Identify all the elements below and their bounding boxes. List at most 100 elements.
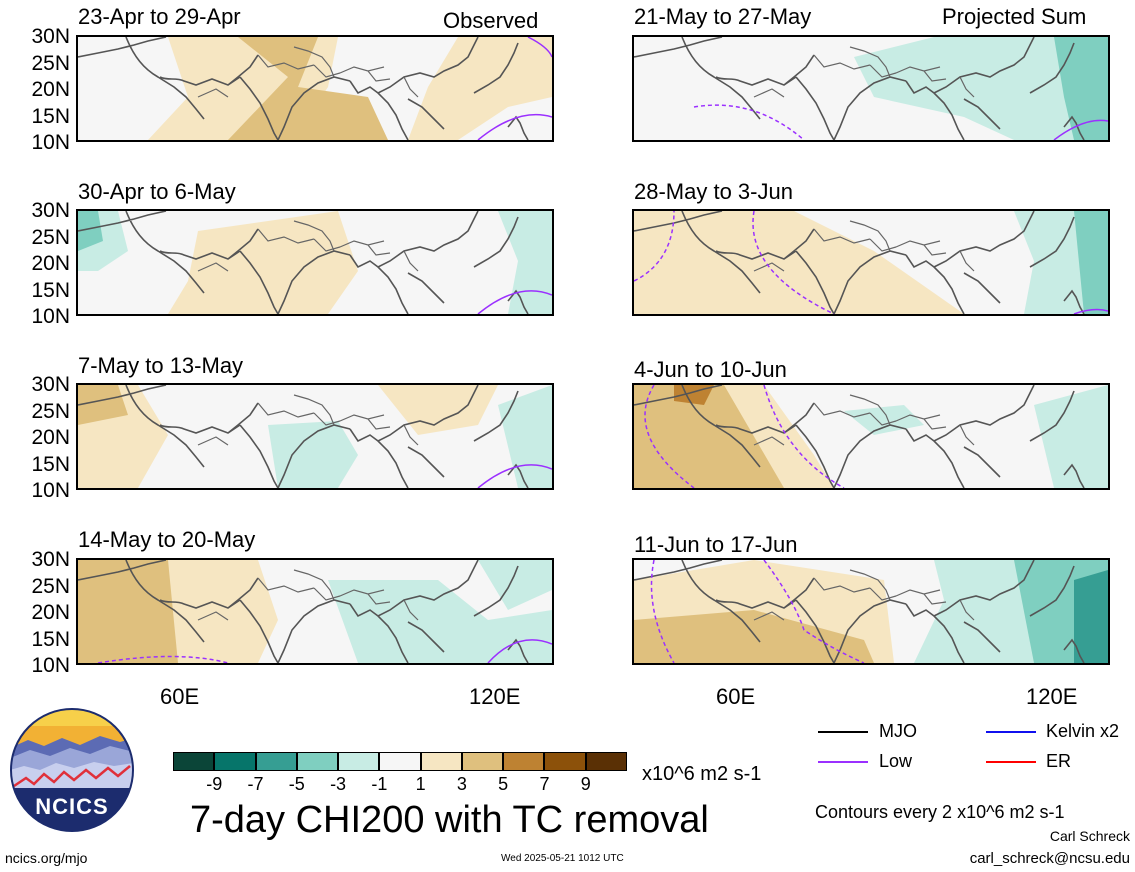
colorbar-swatch — [420, 752, 462, 771]
anomaly-field — [1034, 385, 1108, 488]
low-contour — [97, 655, 229, 663]
mjo-line-swatch — [818, 731, 868, 733]
low-contour — [477, 113, 552, 140]
anomaly-field — [1074, 570, 1108, 663]
low-contour — [650, 560, 675, 663]
contours-note: Contours every 2 x10^6 m2 s-1 — [815, 802, 1065, 822]
lat-label: 20N — [31, 78, 70, 101]
lat-label: 20N — [31, 426, 70, 449]
map-canvas — [634, 560, 1108, 663]
low-contour — [752, 211, 835, 314]
legend-kelvin: Kelvin x2 — [1046, 721, 1120, 741]
coastline — [634, 560, 1085, 663]
anomaly-field — [634, 610, 874, 663]
anomaly-field — [78, 385, 128, 425]
low-contour — [693, 104, 805, 140]
panel-title: 21-May to 27-May — [634, 4, 812, 29]
legend-low: Low — [879, 751, 913, 771]
country-borders — [753, 569, 975, 621]
panel-title: 14-May to 20-May — [78, 527, 256, 552]
panel-title: 28-May to 3-Jun — [634, 179, 793, 204]
lat-label: 15N — [31, 628, 70, 651]
anomaly-field — [78, 211, 103, 251]
colorbar-tick-label: -1 — [371, 774, 388, 794]
colorbar-tick-label: 5 — [498, 774, 509, 794]
low-contour — [1053, 119, 1108, 140]
panel-title: 11-Jun to 17-Jun — [634, 532, 798, 557]
map-canvas — [78, 385, 552, 488]
colorbar-tick-label: -3 — [330, 774, 347, 794]
lon-label: 120E — [1026, 684, 1078, 709]
anomaly-field — [854, 37, 1108, 140]
country-borders — [197, 220, 419, 272]
low-contour — [763, 385, 845, 488]
colorbar-tick-label: 9 — [580, 774, 591, 794]
lat-label: 30N — [31, 25, 70, 48]
ncics-logo[interactable]: NCICS — [10, 708, 134, 832]
anomaly-field — [498, 211, 552, 314]
legend-er: ER — [1046, 751, 1072, 771]
low-contour — [763, 560, 865, 663]
colorbar-tick-label: -7 — [247, 774, 264, 794]
country-borders — [197, 394, 419, 446]
legend-mjo: MJO — [879, 721, 917, 741]
lon-label: 60E — [716, 684, 756, 709]
author-email[interactable]: carl_schreck@ncsu.edu — [969, 850, 1130, 867]
lat-label: 15N — [31, 105, 70, 128]
colorbar-tick-label: 1 — [415, 774, 426, 794]
anomaly-field — [1074, 211, 1108, 314]
map-canvas — [78, 211, 552, 314]
map-canvas — [78, 560, 552, 663]
colorbar — [173, 752, 627, 771]
anomaly-field — [724, 385, 834, 488]
lat-label: 25N — [31, 226, 70, 249]
anomaly-field — [228, 37, 388, 140]
lat-label: 25N — [31, 575, 70, 598]
kelvin-line-swatch — [986, 731, 1036, 733]
anomaly-field — [408, 37, 552, 140]
lat-label: 10N — [31, 654, 70, 677]
map-panel — [632, 383, 1110, 490]
panel-title: 4-Jun to 10-Jun — [634, 357, 787, 382]
ncics-logo-icon — [10, 708, 134, 832]
colorbar-tick-label: 3 — [456, 774, 467, 794]
lat-label: 10N — [31, 479, 70, 502]
colorbar-swatch — [214, 752, 256, 771]
er-line-swatch — [986, 761, 1036, 763]
panel-title: 7-May to 13-May — [78, 353, 244, 378]
country-borders — [197, 569, 419, 621]
lat-label: 30N — [31, 373, 70, 396]
low-contour — [634, 211, 675, 282]
lat-label: 25N — [31, 400, 70, 423]
anomaly-field — [1054, 37, 1108, 140]
colorbar-units: x10^6 m2 s-1 — [642, 763, 762, 785]
coastline — [78, 37, 529, 140]
map-panel — [632, 35, 1110, 142]
country-borders — [753, 220, 975, 272]
low-contour — [477, 464, 552, 488]
panel-tag-projected: Projected Sum — [942, 4, 1087, 29]
colorbar-swatch — [173, 752, 215, 771]
panel-title: 23-Apr to 29-Apr — [78, 4, 241, 29]
panel-tag-observed: Observed — [443, 8, 539, 33]
colorbar-swatch — [585, 752, 627, 771]
source-url[interactable]: ncics.org/mjo — [5, 850, 88, 866]
map-panel — [632, 558, 1110, 665]
colorbar-tick-label: -5 — [288, 774, 305, 794]
anomaly-field — [168, 211, 358, 314]
colorbar-swatch — [379, 752, 421, 771]
anomaly-field — [634, 211, 964, 314]
map-panel — [76, 558, 554, 665]
lat-label: 15N — [31, 279, 70, 302]
colorbar-tick-label: -9 — [206, 774, 223, 794]
colorbar-swatch — [255, 752, 297, 771]
coastline — [78, 211, 529, 314]
map-canvas — [78, 37, 552, 140]
map-canvas — [634, 211, 1108, 314]
map-panel — [76, 35, 554, 142]
lat-label: 15N — [31, 453, 70, 476]
low-line-swatch — [818, 761, 868, 763]
lat-label: 25N — [31, 52, 70, 75]
colorbar-swatch — [544, 752, 586, 771]
colorbar-swatch — [338, 752, 380, 771]
